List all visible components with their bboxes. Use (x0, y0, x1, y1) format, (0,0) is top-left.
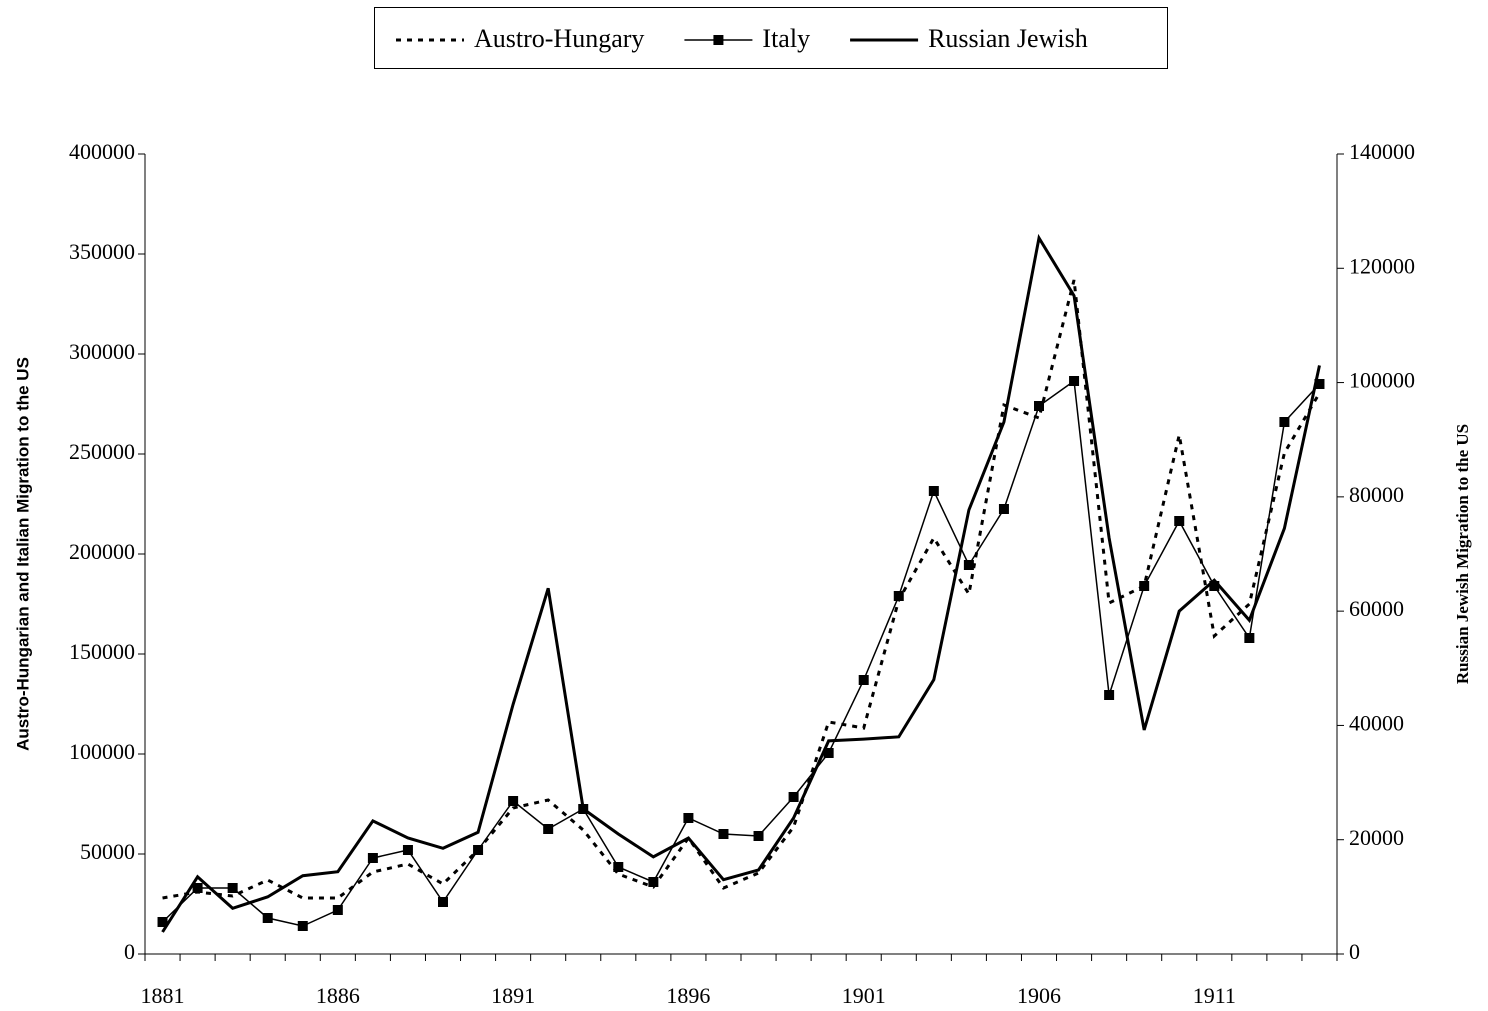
marker (1104, 690, 1115, 700)
marker (858, 675, 869, 685)
legend-label: Austro-Hungary (474, 24, 644, 53)
legend-marker (713, 35, 724, 45)
x-tick-label: 1911 (1193, 983, 1236, 1008)
x-tick-label: 1891 (491, 983, 535, 1008)
marker (157, 917, 168, 927)
y2-tick-label: 140000 (1349, 139, 1415, 164)
y-tick-label: 400000 (69, 139, 135, 164)
marker (192, 883, 203, 893)
marker (788, 792, 799, 802)
marker (893, 591, 904, 601)
marker (928, 486, 939, 496)
marker (613, 862, 624, 872)
marker (297, 921, 308, 931)
marker (227, 883, 238, 893)
marker (332, 905, 343, 915)
y-tick-label: 100000 (69, 739, 135, 764)
y-tick-label: 0 (124, 939, 135, 964)
marker (718, 829, 729, 839)
marker (543, 824, 554, 834)
marker (998, 504, 1009, 514)
marker (1209, 581, 1220, 591)
legend-box (374, 7, 1168, 69)
marker (1174, 516, 1185, 526)
y-tick-label: 50000 (80, 839, 135, 864)
x-tick-label: 1896 (666, 983, 710, 1008)
y-tick-label: 350000 (69, 239, 135, 264)
y2-tick-label: 40000 (1349, 710, 1404, 735)
y-tick-label: 200000 (69, 539, 135, 564)
marker (367, 853, 378, 863)
marker (402, 845, 413, 855)
legend: Austro-Hungary Italy Russian Jewish (396, 24, 1088, 53)
y-tick-label: 250000 (69, 439, 135, 464)
series-line (162, 379, 1321, 927)
legend-label: Italy (762, 24, 810, 53)
y2-tick-label: 100000 (1349, 368, 1415, 393)
marker (683, 813, 694, 823)
series-line (161, 233, 1321, 933)
y-axis-title: Austro-Hungarian and Italian Migration t… (13, 357, 32, 751)
marker (1034, 401, 1044, 411)
marker (1139, 581, 1150, 591)
y2-tick-label: 60000 (1349, 596, 1404, 621)
marker (1279, 417, 1290, 427)
y2-axis-title: Russian Jewish Migration to the US (1453, 424, 1472, 684)
marker (438, 897, 448, 907)
marker (963, 560, 974, 570)
x-tick-label: 1901 (842, 983, 886, 1008)
legend-label: Russian Jewish (928, 24, 1088, 53)
marker (1244, 633, 1255, 643)
x-tick-label: 1886 (316, 983, 360, 1008)
marker (648, 877, 659, 887)
x-tick-label: 1906 (1017, 983, 1061, 1008)
y2-tick-label: 80000 (1349, 482, 1404, 507)
marker (473, 845, 484, 855)
y2-tick-label: 20000 (1349, 825, 1404, 850)
marker (262, 913, 273, 923)
y-tick-label: 300000 (69, 339, 135, 364)
y-tick-label: 150000 (69, 639, 135, 664)
x-tick-label: 1881 (141, 983, 185, 1008)
marker (1314, 379, 1325, 389)
y2-tick-label: 120000 (1349, 253, 1415, 278)
marker (823, 748, 834, 758)
marker (508, 796, 519, 806)
marker (753, 831, 764, 841)
y2-tick-label: 0 (1349, 939, 1360, 964)
marker (1069, 376, 1080, 386)
